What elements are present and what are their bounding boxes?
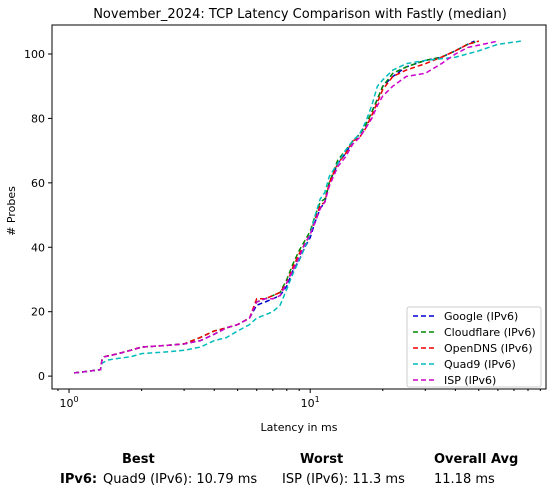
- y-tick-label: 80: [31, 112, 45, 125]
- y-tick-label: 0: [38, 370, 45, 383]
- best-value: Quad9 (IPv6): 10.79 ms: [103, 472, 258, 487]
- legend-label-1: Cloudflare (IPv6): [444, 326, 536, 339]
- y-axis: 0 20 40 60 80 100: [24, 48, 52, 383]
- worst-header: Worst: [300, 452, 344, 467]
- x-axis: 100 101: [57, 389, 541, 410]
- legend-box: [406, 306, 542, 388]
- series-line-1: [74, 40, 480, 374]
- y-tick-label: 100: [24, 48, 45, 61]
- row-label-ipv6: IPv6:: [60, 472, 98, 487]
- overall-avg-header: Overall Avg: [434, 452, 519, 467]
- legend-label-0: Google (IPv6): [444, 310, 518, 323]
- legend: Google (IPv6) Cloudflare (IPv6) OpenDNS (I…: [406, 306, 542, 388]
- x-tick-label: 101: [301, 395, 320, 410]
- y-tick-label: 60: [31, 177, 45, 190]
- y-tick-label: 40: [31, 241, 45, 254]
- series-line-2: [74, 40, 480, 374]
- series-line-3: [74, 40, 522, 374]
- legend-label-4: ISP (IPv6): [444, 374, 496, 387]
- legend-label-3: Quad9 (IPv6): [444, 358, 516, 371]
- series-line-4: [74, 40, 499, 374]
- x-axis-label: Latency in ms: [261, 421, 338, 434]
- chart-title: November_2024: TCP Latency Comparison wi…: [93, 7, 507, 22]
- x-tick-label: 100: [59, 395, 78, 410]
- summary-table: Best Worst Overall Avg IPv6: Quad9 (IPv6…: [0, 450, 555, 494]
- overall-avg-value: 11.18 ms: [434, 472, 495, 487]
- y-axis-label: # Probes: [5, 186, 18, 236]
- y-tick-label: 20: [31, 306, 45, 319]
- latency-chart: November_2024: TCP Latency Comparison wi…: [5, 7, 547, 434]
- worst-value: ISP (IPv6): 11.3 ms: [282, 472, 405, 487]
- legend-label-2: OpenDNS (IPv6): [444, 342, 533, 355]
- series-layer: [74, 40, 522, 374]
- best-header: Best: [122, 452, 155, 467]
